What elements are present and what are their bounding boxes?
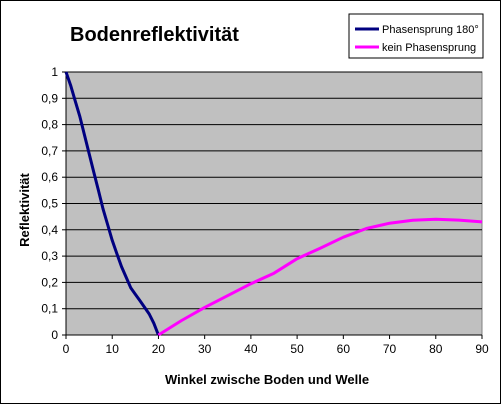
- gridlines: [62, 71, 483, 339]
- x-tick-label: 70: [383, 342, 397, 356]
- y-tick-label: 0: [51, 328, 58, 342]
- x-tick-labels: 0 10 20 30 40 50 60 70 80 90: [63, 342, 489, 356]
- x-tick-label: 40: [244, 342, 258, 356]
- y-axis-label: Reflektivität: [17, 172, 32, 246]
- x-tick-label: 50: [290, 342, 304, 356]
- y-tick-label: 0,8: [41, 118, 58, 132]
- y-tick-labels: 0 0,1 0,2 0,3 0,4 0,5 0,6 0,7 0,8 0,9 1: [41, 65, 58, 342]
- y-tick-label: 0,9: [41, 91, 58, 105]
- x-tick-label: 20: [152, 342, 166, 356]
- legend: Phasensprung 180° kein Phasensprung: [348, 13, 484, 59]
- x-tick-label: 60: [337, 342, 351, 356]
- legend-label-phasensprung: Phasensprung 180°: [382, 24, 479, 36]
- y-tick-label: 0,2: [41, 275, 58, 289]
- x-tick-label: 10: [106, 342, 120, 356]
- legend-label-kein-phasensprung: kein Phasensprung: [382, 42, 476, 54]
- y-tick-label: 0,5: [41, 197, 58, 211]
- series-line-1: [157, 217, 483, 337]
- y-tick-label: 0,6: [41, 170, 58, 184]
- x-tick-label: 30: [198, 342, 212, 356]
- series-lines: [64, 71, 483, 337]
- y-tick-label: 0,3: [41, 249, 58, 263]
- y-tick-label: 0,4: [41, 223, 58, 237]
- y-tick-label: 0,7: [41, 144, 58, 158]
- y-tick-label: 1: [51, 65, 58, 79]
- legend-box: [348, 13, 484, 59]
- y-tick-label: 0,1: [41, 302, 58, 316]
- x-tick-label: 80: [429, 342, 443, 356]
- x-axis-label: Winkel zwische Boden und Welle: [165, 372, 369, 387]
- x-tick-label: 0: [63, 342, 70, 356]
- chart-title: Bodenreflektivität: [70, 24, 239, 46]
- x-tick-label: 90: [475, 342, 489, 356]
- series-line-0: [64, 71, 160, 336]
